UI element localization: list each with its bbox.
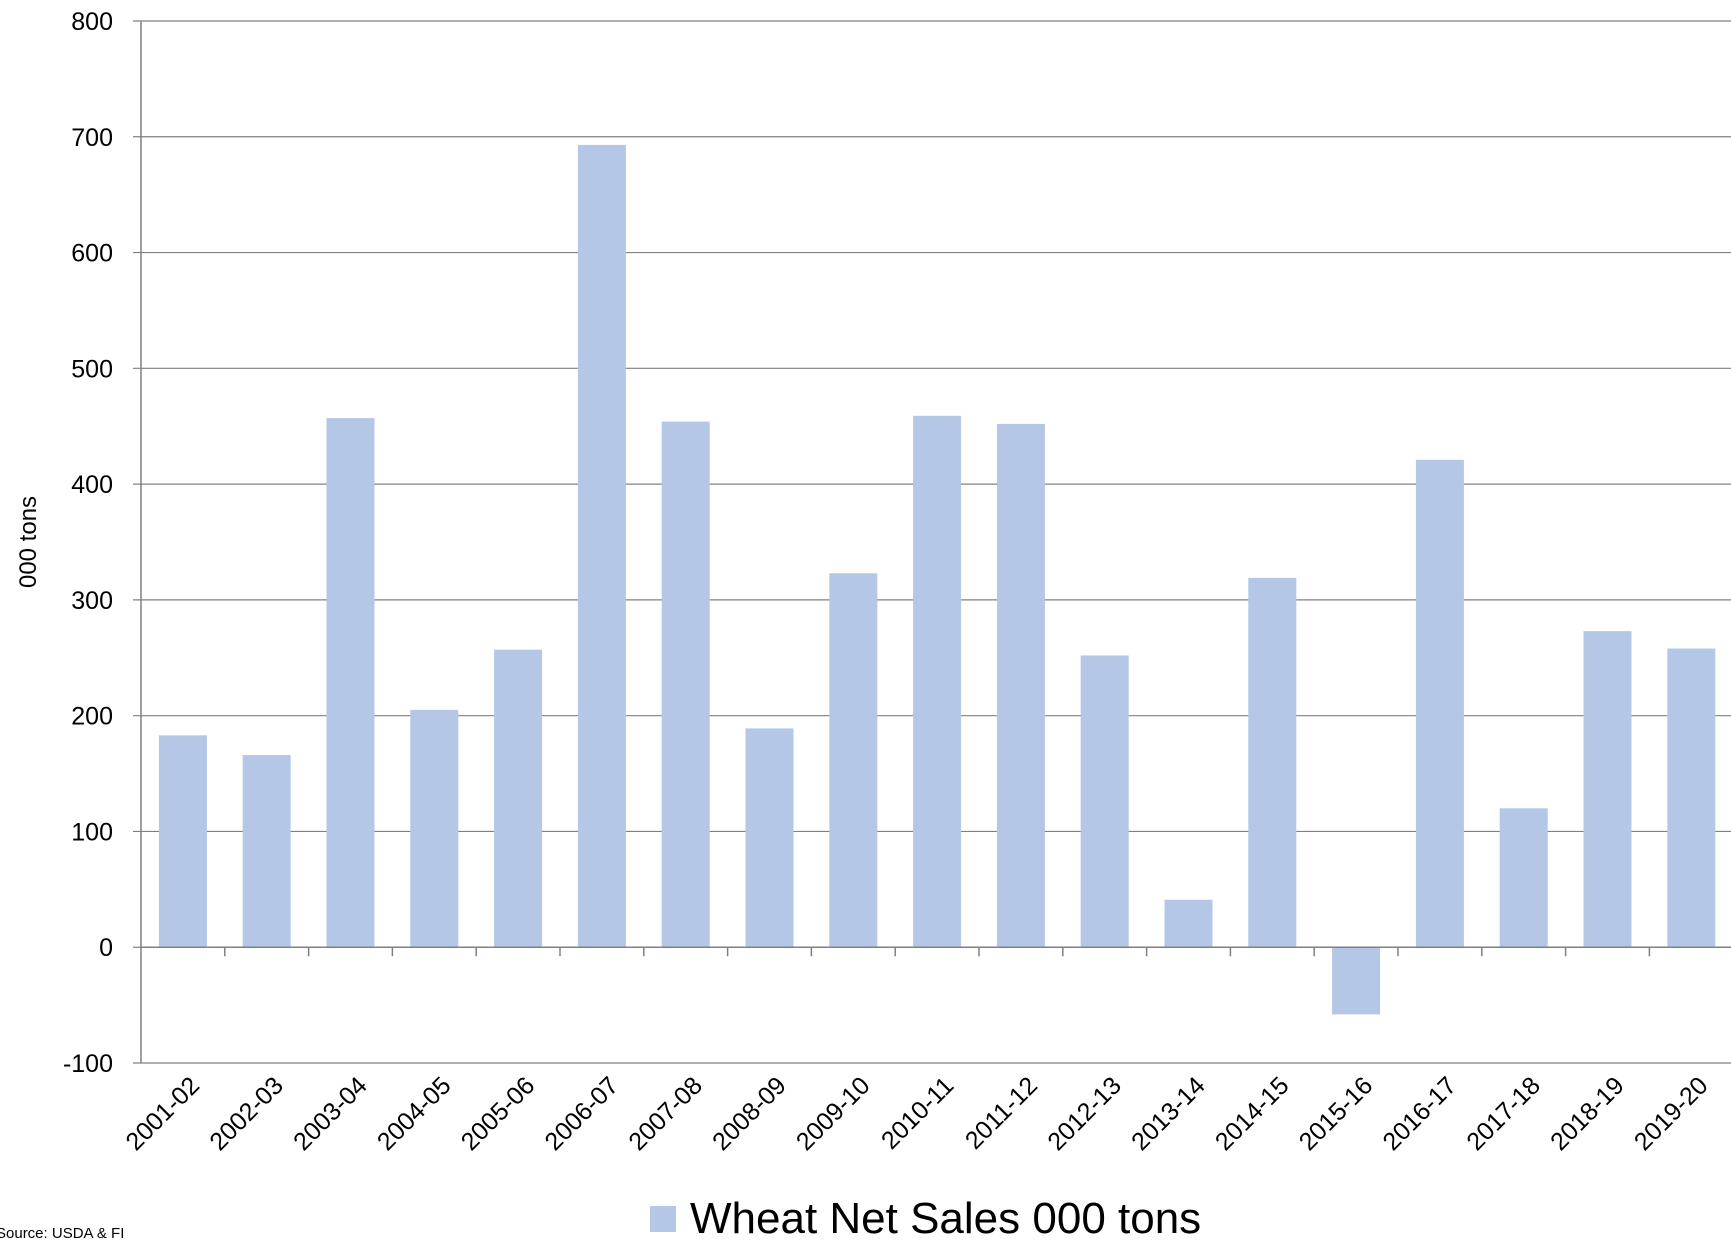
bar-2010-11 [913, 415, 962, 948]
bar-2012-13 [1080, 655, 1129, 948]
bar-2015-16 [1332, 947, 1381, 1015]
y-tick-label: 0 [99, 934, 113, 962]
x-tick-label: 2007-08 [623, 1071, 708, 1156]
bar-2018-19 [1583, 631, 1632, 948]
bar-2017-18 [1499, 808, 1548, 948]
x-tick-label: 2016-17 [1377, 1071, 1462, 1156]
bar-2006-07 [577, 144, 626, 948]
bar-2009-10 [829, 573, 878, 948]
x-tick-label: 2019-20 [1629, 1071, 1714, 1156]
x-tick-label: 2010-11 [876, 1071, 959, 1154]
y-tick-labels: 800 700 600 500 400 300 200 100 0 -100 [63, 8, 113, 1078]
legend: Wheat Net Sales 000 tons [650, 1194, 1201, 1240]
y-tick-label: 400 [71, 471, 113, 499]
x-tick-label: 2009-10 [791, 1071, 876, 1156]
y-tick-label: 100 [71, 818, 113, 846]
x-tick-label: 2014-15 [1210, 1071, 1295, 1156]
legend-swatch [650, 1206, 676, 1232]
y-tick-label: 500 [71, 355, 113, 383]
x-tick-label: 2002-03 [204, 1071, 289, 1156]
bar-2005-06 [494, 649, 543, 948]
bar-2013-14 [1164, 899, 1213, 948]
y-tick-label: 800 [71, 8, 113, 36]
bar-2019-20 [1667, 648, 1716, 948]
y-tick-label: 600 [71, 240, 113, 268]
source-note: Source: USDA & FI [0, 1225, 124, 1240]
y-axis-title: 000 tons [15, 496, 42, 588]
bar-group [158, 144, 1716, 1015]
bar-2001-02 [158, 735, 207, 948]
y-tick-label: 200 [71, 703, 113, 731]
x-tick-label: 2018-19 [1545, 1071, 1630, 1156]
bar-2011-12 [996, 423, 1045, 948]
x-tick-label: 2003-04 [288, 1071, 373, 1156]
x-tick-label: 2005-06 [456, 1071, 541, 1156]
bar-2016-17 [1415, 459, 1464, 948]
y-tick-label: -100 [63, 1050, 113, 1078]
y-tick-label: 700 [71, 124, 113, 152]
bar-2003-04 [326, 418, 375, 948]
axes [140, 21, 1731, 1063]
x-tick-label: 2004-05 [372, 1071, 457, 1156]
x-tick-label: 2017-18 [1461, 1071, 1546, 1156]
x-tick-label: 2011-12 [960, 1071, 1043, 1154]
x-tick-labels: 2001-02 2002-03 2003-04 2004-05 2005-06 2006-… [120, 1071, 1713, 1156]
bar-2007-08 [661, 421, 710, 948]
x-tick-label: 2015-16 [1294, 1071, 1379, 1156]
x-tick-label: 2012-13 [1042, 1071, 1127, 1156]
bar-2014-15 [1248, 577, 1297, 948]
legend-label: Wheat Net Sales 000 tons [690, 1194, 1201, 1240]
bar-2002-03 [242, 755, 291, 948]
bar-2008-09 [745, 728, 794, 948]
y-tick-label: 300 [71, 587, 113, 615]
x-tick-label: 2001-02 [120, 1071, 205, 1156]
x-tick-label: 2006-07 [539, 1071, 624, 1156]
x-tick-label: 2013-14 [1126, 1071, 1211, 1156]
bar-2004-05 [410, 709, 459, 948]
x-tick-label: 2008-09 [707, 1071, 792, 1156]
